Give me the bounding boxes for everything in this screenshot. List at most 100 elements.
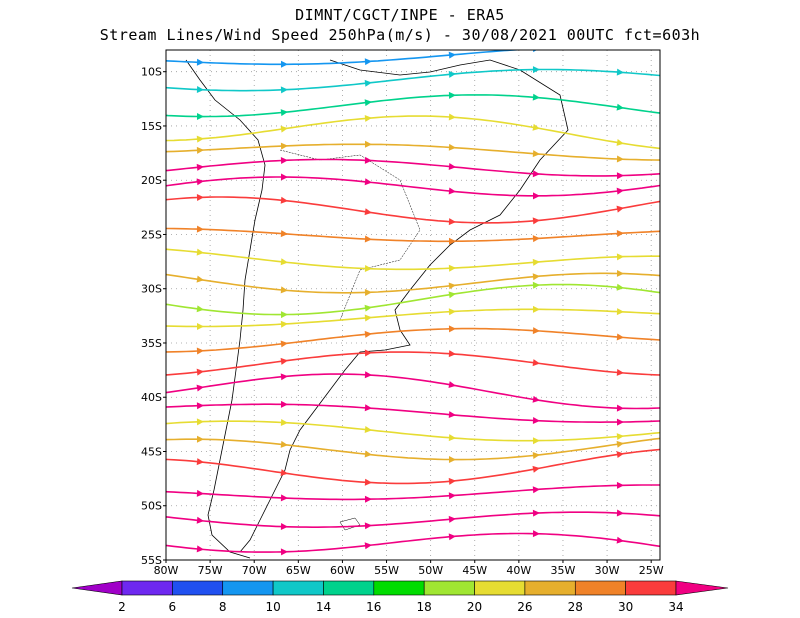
stream-arrow (280, 196, 288, 204)
colorbar-box (625, 580, 677, 596)
stream-arrow (448, 434, 456, 442)
stream-arrow (364, 404, 372, 412)
stream-arrow (616, 187, 624, 195)
streamline (166, 248, 660, 271)
stream-arrow (280, 86, 288, 94)
stream-arrow (532, 150, 540, 158)
stream-arrow (196, 545, 204, 553)
map-frame (165, 49, 661, 561)
streamline (166, 448, 660, 485)
colorbar-label: 2 (118, 600, 126, 614)
stream-arrow (364, 478, 372, 486)
stream-arrow (364, 314, 372, 322)
colorbar-label: 18 (417, 600, 432, 614)
stream-arrow (196, 418, 204, 426)
stream-arrow (448, 291, 456, 299)
stream-arrow (364, 140, 372, 148)
stream-arrow (280, 494, 288, 502)
lat-label: 55S (141, 554, 162, 567)
lat-label: 40S (141, 391, 162, 404)
stream-arrow (196, 86, 204, 94)
stream-arrow (532, 273, 540, 281)
streamline (166, 158, 660, 177)
stream-arrow (280, 157, 288, 165)
stream-arrow (532, 416, 540, 424)
colorbar-box (423, 580, 475, 596)
stream-arrow (280, 230, 288, 238)
stream-arrow (280, 418, 288, 426)
lat-label: 45S (141, 445, 162, 458)
streamline (166, 50, 526, 66)
stream-arrow (448, 70, 456, 78)
lon-label: 45W (462, 564, 487, 577)
stream-arrow (280, 523, 288, 531)
colorbar: 2 6 8 10 14 16 18 20 26 28 30 34 (71, 580, 729, 614)
stream-arrow (532, 452, 540, 459)
stream-arrow (280, 60, 288, 68)
stream-arrow (196, 146, 204, 154)
stream-arrow (196, 305, 204, 313)
stream-arrow (448, 51, 456, 59)
stream-arrow (364, 371, 372, 379)
stream-arrow (280, 109, 288, 117)
stream-arrow (196, 135, 204, 143)
lon-label: 50W (418, 564, 443, 577)
stream-arrow (532, 305, 540, 313)
stream-arrow (448, 237, 456, 245)
stream-arrow (448, 533, 456, 541)
lat-label: 25S (141, 228, 162, 241)
lat-label: 10S (141, 66, 162, 79)
stream-arrow (364, 265, 372, 273)
streamline (166, 115, 660, 150)
lon-label: 25W (639, 564, 664, 577)
stream-arrow (616, 333, 624, 341)
stream-arrow (364, 330, 372, 338)
colorbar-label: 34 (668, 600, 683, 614)
stream-arrow (532, 217, 540, 225)
stream-arrow (448, 187, 456, 195)
streamline (166, 484, 660, 501)
lat-label: 35S (141, 337, 162, 350)
lon-label: 30W (595, 564, 620, 577)
stream-arrow (532, 192, 540, 200)
colorbar-box (222, 580, 274, 596)
stream-arrow (196, 402, 204, 410)
colorbar-label: 8 (219, 600, 227, 614)
lat-label: 15S (141, 120, 162, 133)
streamline (166, 283, 660, 316)
stream-arrow (448, 350, 456, 358)
title-line-2: Stream Lines/Wind Speed 250hPa(m/s) - 30… (99, 26, 701, 44)
stream-arrow (364, 114, 372, 122)
colorbar-box (121, 580, 173, 596)
title-line-1: DIMNT/CGCT/INPE - ERA5 (295, 6, 505, 24)
stream-arrow (196, 58, 204, 66)
stream-arrow (532, 235, 540, 243)
lat-label: 30S (141, 283, 162, 296)
stream-arrow (616, 269, 624, 277)
stream-arrow (616, 451, 624, 459)
stream-arrow (448, 163, 456, 170)
streamline (166, 196, 660, 224)
stream-arrow (364, 235, 372, 243)
stream-arrow (616, 155, 624, 163)
stream-arrow (448, 411, 456, 419)
stream-arrow (616, 418, 624, 426)
stream-arrow (196, 347, 204, 355)
stream-arrow (532, 170, 540, 178)
stream-arrow (280, 320, 288, 328)
lat-label: 20S (141, 174, 162, 187)
stream-arrow (280, 373, 288, 381)
stream-arrow (533, 50, 537, 53)
colorbar-label: 30 (618, 600, 633, 614)
colorbar-left-arrow (71, 580, 123, 596)
stream-arrow (280, 286, 288, 294)
stream-arrow (532, 486, 540, 494)
stream-arrow (616, 253, 624, 261)
stream-arrow (532, 327, 540, 335)
stream-arrow (196, 322, 204, 330)
stream-arrow (448, 264, 456, 272)
colorbar-label: 16 (366, 600, 381, 614)
stream-arrow (532, 66, 540, 74)
lon-label: 70W (242, 564, 267, 577)
colorbar-right-arrow (675, 580, 729, 596)
